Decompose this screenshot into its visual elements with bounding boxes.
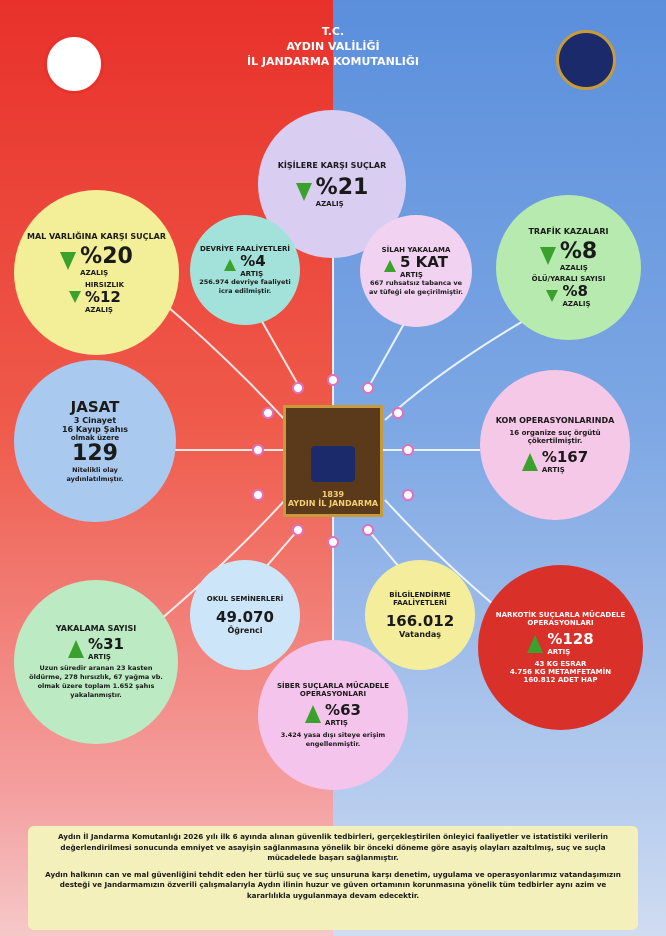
sub-change: AZALIŞ	[562, 300, 591, 308]
value: 129	[72, 440, 118, 466]
change: ARTIŞ	[400, 270, 423, 279]
change: AZALIŞ	[315, 199, 344, 208]
header: T.C. AYDIN VALİLİĞİ İL JANDARMA KOMUTANL…	[183, 24, 483, 69]
change: ARTIŞ	[240, 269, 264, 278]
bubble: MAL VARLIĞINA KARŞI SUÇLAR %20 AZALIŞ HIR…	[14, 190, 179, 355]
change: ARTIŞ	[541, 466, 565, 474]
note: 667 ruhsatsız tabanca ve av tüfeği ele g…	[368, 278, 464, 296]
bubble: JASAT 3 Cinayet 16 Kayıp Şahıs olmak üze…	[14, 360, 176, 522]
header-line: T.C.	[321, 25, 345, 38]
value: %4	[240, 251, 266, 270]
text-line: 3 Cinayet	[73, 415, 117, 425]
bubble: TRAFİK KAZALARI %8 AZALIŞ ÖLÜ/YARALI SAYI…	[496, 195, 641, 340]
value: %20	[80, 243, 133, 269]
value: 49.070	[216, 608, 274, 626]
sub-title: ÖLÜ/YARALI SAYISI	[531, 275, 606, 283]
header-line: AYDIN VALİLİĞİ	[286, 40, 380, 53]
bubble: SİBER SUÇLARLA MÜCADELE OPERASYONLARI %6…	[258, 640, 408, 790]
bubble-title: BİLGİLENDİRME FAALİYETLERİ	[389, 591, 451, 607]
bubble-title: NARKOTİK SUÇLARLA MÜCADELE OPERASYONLARI	[495, 611, 626, 627]
sub-change: AZALIŞ	[84, 305, 113, 314]
footer: Aydın İl Jandarma Komutanlığı 2026 yılı …	[28, 826, 638, 930]
bubble: NARKOTİK SUÇLARLA MÜCADELE OPERASYONLARI…	[478, 565, 643, 730]
sub-value: %8	[562, 282, 588, 300]
text-line: 4.756 KG METAMFETAMİN	[509, 668, 612, 676]
bubble-title: YAKALAMA SAYISI	[55, 624, 137, 633]
note: Uzun süredir aranan 23 kasten öldürme, 2…	[29, 664, 163, 699]
note: Nitelikli olay aydınlatılmıştır.	[66, 465, 124, 483]
bubble: YAKALAMA SAYISI %31 ARTIŞ Uzun süredir ar…	[14, 580, 178, 744]
bubble-title: SİBER SUÇLARLA MÜCADELE OPERASYONLARI	[276, 681, 390, 698]
bubble-title: OKUL SEMİNERLERİ	[206, 595, 284, 603]
change: AZALIŞ	[80, 268, 109, 277]
value: 166.012	[385, 612, 455, 630]
value: %31	[88, 635, 124, 653]
note: 3.424 yasa dışı siteye erişim engellenmi…	[280, 730, 386, 748]
note: 16 organize suç örgütü çökertilmiştir.	[509, 429, 601, 445]
governorship-logo	[44, 34, 104, 94]
bubble: KOM OPERASYONLARINDA 16 organize suç örg…	[480, 370, 630, 520]
bubble-title: KİŞİLERE KARŞI SUÇLAR	[277, 160, 387, 170]
change: AZALIŞ	[559, 264, 588, 272]
value: %8	[559, 239, 598, 264]
value: 5 KAT	[400, 252, 448, 271]
bubble-title: TRAFİK KAZALARI	[528, 227, 609, 236]
value: %128	[547, 630, 594, 648]
footer-paragraph: Aydın İl Jandarma Komutanlığı 2026 yılı …	[57, 832, 608, 862]
bubble-title: MAL VARLIĞINA KARŞI SUÇLAR	[27, 231, 166, 241]
emblem-text: AYDIN İL JANDARMA	[287, 499, 379, 508]
bubble: DEVRİYE FAALİYETLERİ %4 ARTIŞ 256.974 dev…	[190, 215, 300, 325]
unit: Vatandaş	[399, 630, 441, 639]
note: 256.974 devriye faaliyeti icra edilmişti…	[199, 277, 291, 295]
bubble-title: JASAT	[70, 397, 120, 416]
bubble-title: KOM OPERASYONLARINDA	[495, 416, 615, 425]
value: %63	[325, 700, 361, 719]
bubble: OKUL SEMİNERLERİ 49.070 Öğrenci	[190, 560, 300, 670]
sub-title: HIRSIZLIK	[84, 280, 125, 289]
footer-paragraph: Aydın halkının can ve mal güvenliğini te…	[45, 869, 621, 900]
text-line: olmak üzere	[70, 433, 120, 442]
header-line: İL JANDARMA KOMUTANLIĞI	[247, 55, 419, 68]
bubble-title: SİLAH YAKALAMA	[381, 245, 451, 254]
value: %21	[315, 174, 369, 200]
unit: Öğrenci	[227, 626, 263, 635]
change: ARTIŞ	[325, 718, 348, 727]
emblem: 1839 AYDIN İL JANDARMA	[283, 405, 383, 517]
text-line: 43 KG ESRAR	[534, 660, 587, 668]
bubble: BİLGİLENDİRME FAALİYETLERİ 166.012 Vatan…	[365, 560, 475, 670]
value: %167	[541, 448, 589, 466]
change: ARTIŞ	[88, 653, 111, 661]
text-line: 160.812 ADET HAP	[523, 676, 598, 684]
bubble: SİLAH YAKALAMA 5 KAT ARTIŞ 667 ruhsatsız …	[360, 215, 472, 327]
change: ARTIŞ	[547, 648, 571, 656]
text-line: 16 Kayıp Şahıs	[61, 424, 129, 434]
emblem-year: 1839	[321, 490, 345, 499]
sub-value: %12	[84, 287, 121, 306]
bubble-title: DEVRİYE FAALİYETLERİ	[199, 244, 291, 253]
gendarmerie-logo	[556, 30, 616, 90]
